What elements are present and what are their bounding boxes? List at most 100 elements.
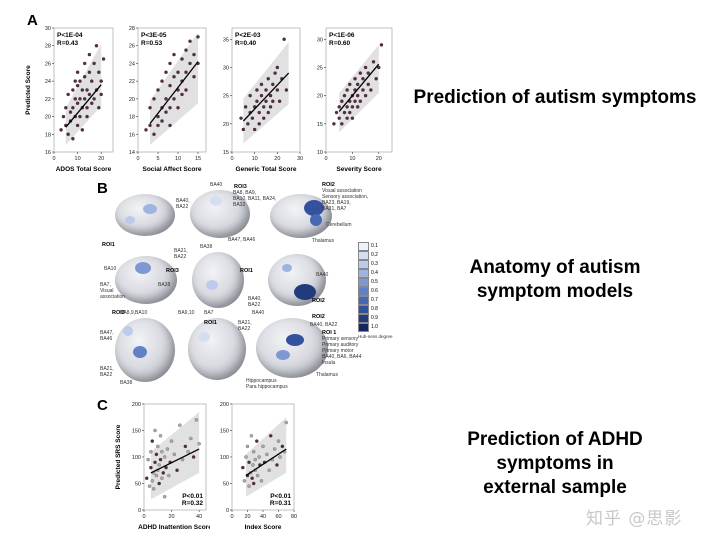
x-tick-label: 0 [136, 156, 139, 162]
data-point [366, 82, 370, 87]
x-tick-label: 20 [168, 514, 174, 520]
y-tick-label: 20 [129, 97, 135, 103]
brain-posterior [190, 190, 250, 238]
confidence-band [65, 43, 102, 145]
stats-annotation: R=0.40 [235, 40, 257, 47]
data-point [149, 465, 153, 470]
legend-tick-label: 0.4 [371, 270, 378, 276]
data-point [97, 70, 101, 74]
region-label: BA40, BA22 [176, 198, 190, 210]
brain-lateral-left [115, 194, 175, 236]
data-point [150, 479, 154, 483]
data-point [278, 455, 282, 459]
data-point [169, 439, 174, 443]
roi-label: ROI2 [312, 298, 325, 304]
data-point [252, 481, 256, 486]
data-point [348, 110, 352, 115]
y-tick-label: 50 [223, 482, 229, 488]
data-point [257, 110, 261, 115]
data-point [363, 93, 368, 98]
hub-region-blob [123, 326, 133, 336]
data-point [257, 122, 261, 126]
watermark: 知乎 @思影 [586, 509, 683, 529]
data-point [78, 114, 82, 119]
data-point [350, 116, 355, 120]
legend-row: 0.6 [358, 287, 398, 296]
data-point [164, 70, 168, 74]
data-point [251, 463, 255, 467]
data-point [241, 465, 245, 470]
region-label: BA40 [252, 310, 265, 316]
data-point [144, 128, 148, 132]
data-point [250, 116, 255, 120]
roi-label: ROI1 [204, 320, 217, 326]
y-tick-label: 25 [223, 94, 229, 100]
data-point [252, 450, 256, 454]
data-point [160, 119, 164, 123]
y-tick-label: 35 [223, 37, 229, 43]
region-label: BA21, BA22 [238, 320, 252, 332]
roi-label: ROI2 [312, 314, 325, 320]
data-point [71, 88, 75, 92]
chart-generic-total: 0 10 20 30 15 20 25 30 35 P<2E-03R=0.40 Generic To… [223, 27, 303, 173]
y-tick-label: 20 [45, 115, 51, 121]
brain-anterior [268, 254, 326, 306]
data-point [154, 452, 159, 457]
data-point [269, 434, 273, 438]
legend-tick-label: 0.1 [371, 243, 378, 249]
hub-region-blob [125, 216, 135, 224]
data-point [261, 444, 265, 449]
data-point [147, 484, 152, 488]
data-point [162, 455, 167, 459]
stats-annotation: R=0.53 [141, 40, 163, 47]
legend-swatch [358, 251, 369, 260]
data-point [345, 88, 349, 92]
panel-label-b: B [97, 180, 108, 197]
chart-adhd-inattention: 0 20 40 0 50 100 150 200 P<0.01R=0.32 ADHD Inatte… [115, 402, 210, 531]
data-point [73, 79, 77, 83]
data-point [255, 473, 260, 478]
x-tick-label: 10 [252, 156, 258, 162]
data-point [342, 93, 347, 98]
data-point [345, 116, 349, 120]
hub-region-blob [310, 214, 322, 226]
legend-row: 1.0 [358, 323, 398, 332]
data-point [149, 450, 153, 454]
region-label: BA7, Visual association [100, 282, 126, 300]
data-point [101, 57, 106, 61]
hub-region-blob [276, 350, 290, 360]
y-tick-label: 150 [220, 429, 229, 435]
y-tick-label: 15 [223, 150, 229, 156]
y-tick-label: 24 [45, 79, 51, 85]
y-tick-label: 26 [129, 44, 135, 50]
data-point [363, 65, 368, 70]
data-point [277, 99, 282, 103]
legend-swatch [358, 242, 369, 251]
legend-row: 0.7 [358, 296, 398, 305]
data-point [264, 99, 268, 103]
legend-swatch [358, 323, 369, 332]
data-point [366, 71, 370, 75]
panel-label-c: C [97, 397, 108, 414]
data-point [276, 439, 281, 443]
data-point [342, 110, 347, 115]
data-point [350, 105, 355, 109]
data-point [157, 463, 161, 467]
stats-annotation: P<0.01 [270, 493, 291, 500]
hub-region-blob [304, 200, 324, 216]
data-point [82, 97, 87, 101]
data-point [80, 128, 85, 132]
x-axis-label: Severity Score [336, 166, 382, 173]
stats-annotation: R=0.60 [329, 40, 351, 47]
data-point [253, 457, 257, 462]
data-point [162, 495, 167, 499]
x-tick-label: 80 [291, 514, 297, 520]
legend-tick-label: 0.2 [371, 252, 378, 258]
data-point [377, 65, 381, 70]
x-axis-label: Index Score [245, 524, 282, 531]
region-label: Hippocampus Para hippocampus [246, 378, 288, 390]
data-point [265, 452, 269, 457]
y-tick-label: 22 [45, 97, 51, 103]
region-label: BA38 [200, 244, 213, 250]
